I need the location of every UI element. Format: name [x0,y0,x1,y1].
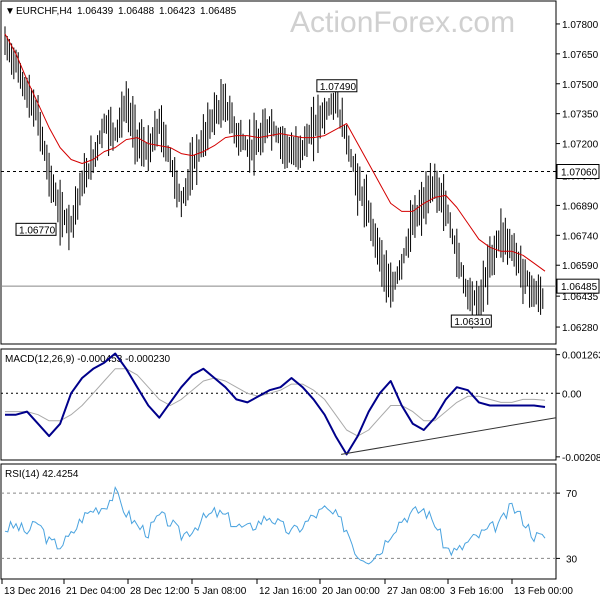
axis-value-box [556,278,600,294]
x-tick-label: 12 Jan 16:00 [259,586,317,597]
x-tick-label: 27 Jan 08:00 [387,586,445,597]
y-tick-label: 1.07200 [562,140,599,151]
moving-average-line [4,33,546,272]
macd-y-tick-label: 0.001263 [562,351,600,362]
price-header: ▼ EURCHF,H4 1.06439 1.06488 1.06423 1.06… [5,6,237,17]
axis-layer: 1.07800 1.07650 1.07500 1.07350 1.07200 1.070… [1,20,600,597]
macd-y-tick-label: -0.00208 [562,453,600,464]
x-tick-label: 20 Jan 00:00 [322,586,380,597]
macd-line [5,352,546,456]
header-low: 1.06423 [159,6,196,17]
annotation-label: 1.07490 [320,82,357,93]
header-high: 1.06488 [118,6,155,17]
macd-signal-line [5,368,546,437]
header-symbol: EURCHF,H4 [16,6,73,17]
price-layer: 1.07490 1.06770 1.06310 [1,26,556,329]
y-tick-label: 1.07350 [562,110,599,121]
y-tick-label: 1.07650 [562,50,599,61]
header-arrow: ▼ [5,6,15,17]
x-tick-label: 13 Dec 2016 [4,586,61,597]
axis-value-label: 1.07060 [561,168,598,179]
axis-value-label: 1.06485 [561,282,598,293]
rsi-layer [1,485,556,565]
annotation-box [450,314,492,328]
y-tick-label: 1.07500 [562,80,599,91]
header-close: 1.06485 [200,6,237,17]
watermark: ActionForex.com [290,6,515,39]
y-tick-label: 1.06435 [562,292,599,303]
x-tick-label: 21 Dec 04:00 [66,586,126,597]
y-tick-label: 1.07800 [562,20,599,31]
annotation-box [15,222,57,236]
x-tick-label: 28 Dec 12:00 [130,586,190,597]
rsi-title: RSI(14) 42.4254 [5,469,79,480]
header-open: 1.06439 [77,6,114,17]
annotation-label: 1.06770 [19,225,56,236]
macd-y-tick-label: 0.00 [562,389,582,400]
macd-layer [1,352,557,456]
y-tick-label: 1.06590 [562,261,599,272]
macd-panel [0,348,557,461]
annotation-label: 1.06310 [454,317,491,328]
x-tick-label: 13 Feb 00:00 [514,586,573,597]
y-tick-label: 1.06740 [562,231,599,242]
rsi-line [4,485,546,565]
macd-title: MACD(12,26,9) -0.000453 -0.000230 [5,354,171,365]
macd-trendline [341,417,557,455]
y-tick-label: 1.06890 [562,201,599,212]
rsi-panel [0,463,557,580]
rsi-y-tick-label: 70 [566,489,578,500]
annotation-box [316,79,358,93]
x-tick-label: 3 Feb 16:00 [450,586,504,597]
x-tick-label: 5 Jan 08:00 [194,586,247,597]
axis-value-box [556,164,600,180]
rsi-y-tick-label: 30 [566,554,578,565]
y-tick-label: 1.06280 [562,323,599,334]
